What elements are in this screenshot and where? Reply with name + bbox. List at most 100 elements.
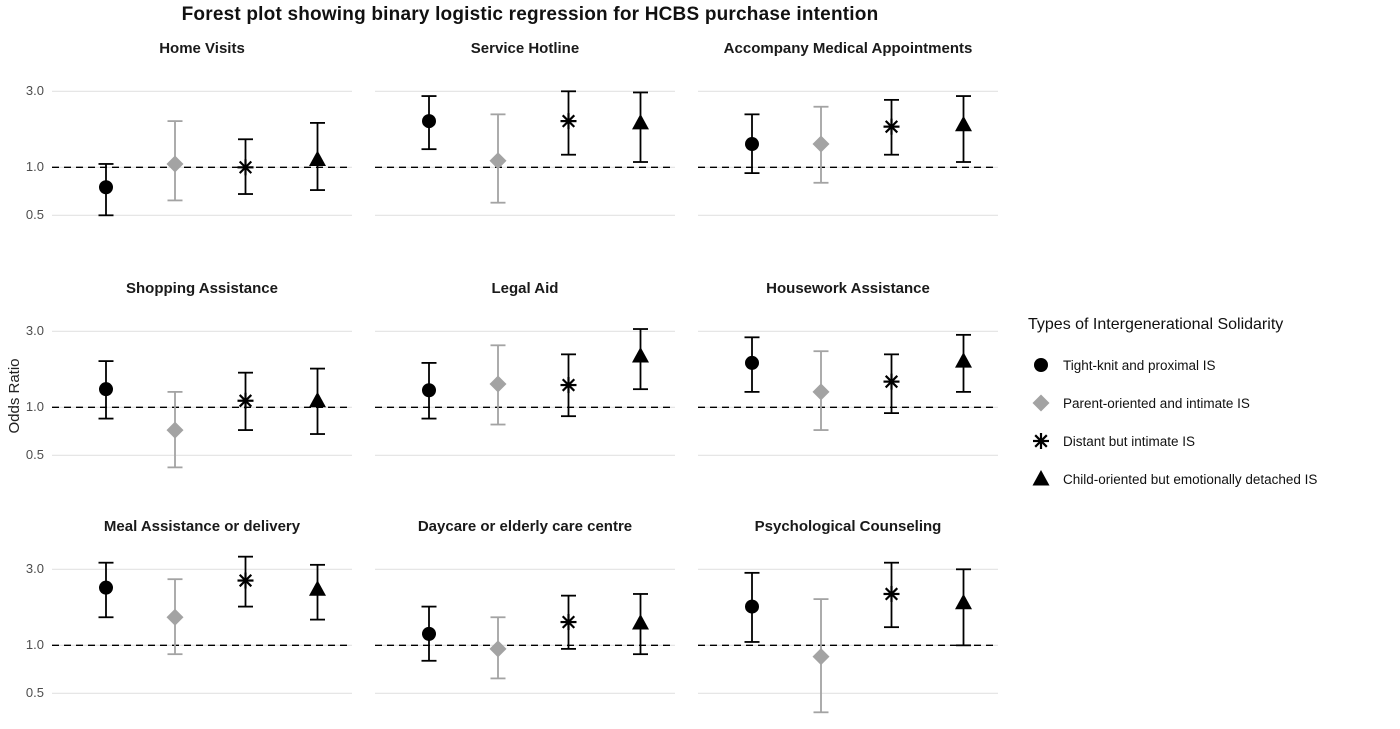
estimate-diamond xyxy=(812,350,830,431)
estimate-asterisk xyxy=(237,138,254,195)
circle-marker xyxy=(99,382,113,397)
estimate-triangle xyxy=(632,593,649,656)
panel-accompany-medical-appointments xyxy=(698,90,998,216)
facet-title: Service Hotline xyxy=(470,40,580,57)
facet-title: Psychological Counseling xyxy=(754,518,942,535)
panel-meal-assistance-or-delivery xyxy=(52,555,352,694)
diamond-marker xyxy=(812,648,830,666)
estimate-asterisk xyxy=(883,561,900,629)
estimate-circle xyxy=(421,605,437,662)
facet-title: Home Visits xyxy=(159,40,245,57)
estimate-diamond xyxy=(489,344,507,426)
estimate-triangle xyxy=(955,95,972,163)
circle-marker xyxy=(745,137,759,152)
diamond-marker xyxy=(489,152,507,170)
estimate-diamond xyxy=(166,578,184,656)
triangle-marker xyxy=(1032,470,1050,486)
y-axis-label: Odds Ratio xyxy=(6,358,23,434)
triangle-marker xyxy=(955,352,972,368)
circle-icon xyxy=(1034,358,1048,372)
estimate-asterisk xyxy=(883,353,900,415)
estimate-diamond xyxy=(489,616,507,680)
estimate-asterisk xyxy=(237,555,254,608)
asterisk-marker xyxy=(560,113,577,130)
facet-title: Accompany Medical Appointments xyxy=(723,40,973,57)
legend-item-asterisk: Distant but intimate IS xyxy=(1028,422,1400,460)
estimate-circle xyxy=(744,336,760,393)
y-tick-label: 3.0 xyxy=(25,83,44,99)
panel-daycare-or-elderly-care-centre xyxy=(375,568,675,694)
circle-marker xyxy=(422,383,436,398)
asterisk-marker xyxy=(237,572,254,589)
asterisk-marker xyxy=(237,159,254,176)
estimate-triangle xyxy=(955,568,972,647)
facet-title: Legal Aid xyxy=(491,280,559,297)
y-tick-label: 3.0 xyxy=(25,561,44,577)
panel-psychological-counseling xyxy=(698,561,998,714)
circle-marker xyxy=(99,580,113,595)
circle-marker xyxy=(745,599,759,614)
estimate-diamond xyxy=(166,390,184,469)
y-tick-label: 1.0 xyxy=(25,637,44,653)
triangle-marker xyxy=(632,113,649,130)
legend-item-triangle: Child-oriented but emotionally detached … xyxy=(1028,460,1400,498)
estimate-circle xyxy=(744,113,760,175)
diamond-marker xyxy=(166,608,184,626)
triangle-icon xyxy=(1032,470,1050,486)
legend-title: Types of Intergenerational Solidarity xyxy=(1028,316,1284,333)
asterisk-marker xyxy=(883,118,900,135)
y-tick-label: 0.5 xyxy=(25,207,44,223)
diamond-marker xyxy=(166,155,184,173)
triangle-marker xyxy=(309,391,326,408)
estimate-diamond xyxy=(489,113,507,204)
legend-item-label: Parent-oriented and intimate IS xyxy=(1063,395,1250,411)
circle-marker xyxy=(422,626,436,641)
diamond-marker xyxy=(166,421,184,439)
diamond-marker xyxy=(489,375,507,393)
estimate-triangle xyxy=(309,367,326,435)
facet-title: Shopping Assistance xyxy=(126,280,278,297)
estimate-asterisk xyxy=(560,594,577,650)
y-tick-label: 1.0 xyxy=(25,399,44,415)
panel-service-hotline xyxy=(375,90,675,216)
circle-marker xyxy=(745,355,759,370)
triangle-marker xyxy=(955,115,972,132)
estimate-circle xyxy=(421,362,437,420)
estimate-triangle xyxy=(309,563,326,621)
legend-item-label: Tight-knit and proximal IS xyxy=(1063,357,1216,373)
y-tick-label: 0.5 xyxy=(25,447,44,463)
panel-home-visits xyxy=(52,90,352,217)
y-tick-label: 3.0 xyxy=(25,323,44,339)
estimate-triangle xyxy=(632,91,649,163)
triangle-marker xyxy=(309,150,326,166)
asterisk-marker xyxy=(1033,433,1049,449)
asterisk-icon xyxy=(1033,433,1049,449)
circle-marker xyxy=(422,114,436,129)
estimate-circle xyxy=(421,95,437,151)
asterisk-marker xyxy=(883,585,900,602)
estimate-diamond xyxy=(166,120,184,202)
legend-item-diamond: Parent-oriented and intimate IS xyxy=(1028,384,1400,422)
legend-item-label: Distant but intimate IS xyxy=(1063,433,1196,449)
triangle-marker xyxy=(955,593,972,610)
diamond-icon xyxy=(1032,394,1050,412)
estimate-circle xyxy=(98,561,114,619)
legend-item-circle: Tight-knit and proximal IS xyxy=(1028,346,1400,384)
legend-items: Tight-knit and proximal IS Parent-oriente… xyxy=(1028,346,1400,498)
triangle-marker xyxy=(309,580,326,596)
estimate-circle xyxy=(744,571,760,643)
estimate-triangle xyxy=(955,333,972,393)
asterisk-marker xyxy=(560,614,577,631)
asterisk-marker xyxy=(883,373,900,390)
estimate-diamond xyxy=(812,598,830,714)
circle-marker xyxy=(1034,358,1048,372)
asterisk-marker xyxy=(560,377,577,394)
estimate-circle xyxy=(98,163,114,217)
estimate-asterisk xyxy=(883,98,900,156)
estimate-triangle xyxy=(632,328,649,391)
estimate-asterisk xyxy=(560,90,577,156)
estimate-asterisk xyxy=(237,371,254,431)
diamond-marker xyxy=(812,135,830,153)
legend: Types of Intergenerational Solidarity Ti… xyxy=(1028,316,1400,498)
